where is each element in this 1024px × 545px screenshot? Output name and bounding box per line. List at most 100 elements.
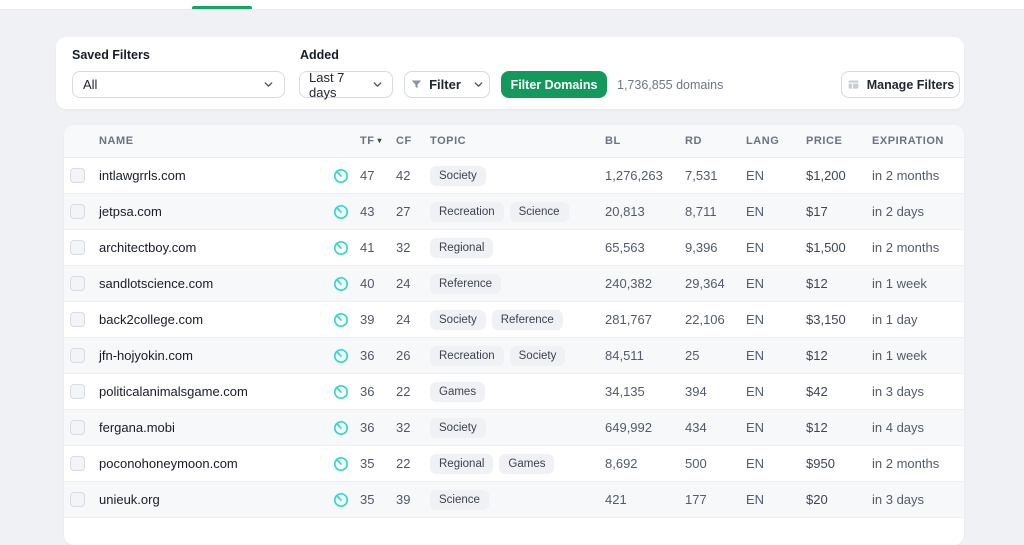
lang-value: EN (746, 384, 765, 399)
row-checkbox[interactable] (70, 384, 85, 399)
price-value: $20 (806, 492, 828, 507)
filters-toolbar: Saved Filters Added All Last 7 days Filt… (56, 37, 964, 109)
expiration-value: in 2 months (872, 168, 940, 183)
domain-name[interactable]: jetpsa.com (99, 204, 162, 219)
topic-tag: Society (430, 309, 486, 330)
domain-name[interactable]: back2college.com (99, 312, 204, 327)
column-header-lang[interactable]: LANG (746, 135, 780, 147)
saved-filters-select[interactable]: All (72, 71, 285, 98)
tf-value: 40 (360, 276, 375, 291)
cf-value: 32 (396, 240, 411, 255)
tf-value: 47 (360, 168, 375, 183)
trust-flow-gauge-icon (333, 492, 360, 508)
trust-flow-gauge-icon (333, 204, 360, 220)
row-checkbox[interactable] (70, 168, 85, 183)
funnel-icon (411, 80, 422, 89)
table-row: jetpsa.com 43 27 Recreation Science 20,81… (64, 194, 964, 230)
column-header-expiration[interactable]: EXPIRATION (872, 135, 944, 147)
lang-value: EN (746, 168, 765, 183)
table-row: sandlotscience.com 40 24 Reference 240,3… (64, 266, 964, 302)
topic-tag: Recreation (430, 345, 504, 366)
row-checkbox[interactable] (70, 420, 85, 435)
price-value: $12 (806, 420, 828, 435)
domain-name[interactable]: unieuk.org (99, 492, 160, 507)
topic-tags: Reference (430, 273, 605, 294)
domain-name[interactable]: sandlotscience.com (99, 276, 214, 291)
domain-name[interactable]: jfn-hojyokin.com (99, 348, 193, 363)
column-header-price[interactable]: PRICE (806, 135, 843, 147)
topic-tag: Reference (491, 309, 563, 330)
column-header-bl[interactable]: BL (605, 135, 621, 147)
trust-flow-gauge-icon (333, 276, 360, 292)
manage-filters-label: Manage Filters (866, 77, 955, 92)
row-checkbox[interactable] (70, 312, 85, 327)
trust-flow-gauge-icon (333, 420, 360, 436)
table-row: politicalanimalsgame.com 36 22 Games 34,… (64, 374, 964, 410)
sort-desc-icon: ▾ (377, 136, 383, 145)
expiration-value: in 1 day (872, 312, 918, 327)
added-value: Last 7 days (309, 69, 345, 100)
rd-value: 22,106 (685, 312, 725, 327)
trust-flow-gauge-icon (333, 312, 360, 328)
cf-value: 22 (396, 456, 411, 471)
row-checkbox[interactable] (70, 204, 85, 219)
lang-value: EN (746, 276, 765, 291)
topic-tag: Science (430, 489, 489, 510)
bl-value: 281,767 (605, 312, 652, 327)
column-header-tf[interactable]: TF ▾ (360, 135, 383, 147)
tf-value: 35 (360, 492, 375, 507)
row-checkbox[interactable] (70, 492, 85, 507)
trust-flow-gauge-icon (333, 384, 360, 400)
topic-tags: Recreation Society (430, 345, 605, 366)
top-tab-bar (0, 0, 1024, 10)
topic-tags: Regional (430, 237, 605, 258)
table-grid-icon (848, 80, 859, 89)
topic-tags: Science (430, 489, 605, 510)
cf-value: 42 (396, 168, 411, 183)
filter-domains-button[interactable]: Filter Domains (501, 71, 607, 98)
tf-value: 36 (360, 420, 375, 435)
row-checkbox[interactable] (70, 348, 85, 363)
expiration-value: in 3 days (872, 384, 925, 399)
topic-tag: Science (509, 201, 569, 222)
added-select[interactable]: Last 7 days (299, 69, 393, 100)
domain-name[interactable]: fergana.mobi (99, 420, 175, 435)
row-checkbox[interactable] (70, 240, 85, 255)
table-row: intlawgrrls.com 47 42 Society 1,276,263 … (64, 158, 964, 194)
row-checkbox[interactable] (70, 276, 85, 291)
bl-value: 34,135 (605, 384, 645, 399)
tf-value: 41 (360, 240, 375, 255)
filter-button-label: Filter (429, 77, 461, 92)
manage-filters-button[interactable]: Manage Filters (841, 71, 960, 98)
domains-count: 1,736,855 domains (617, 78, 724, 92)
column-header-name[interactable]: NAME (99, 135, 134, 147)
rd-value: 29,364 (685, 276, 725, 291)
domain-name[interactable]: politicalanimalsgame.com (99, 384, 248, 399)
filter-button[interactable]: Filter (404, 71, 490, 98)
tf-value: 35 (360, 456, 375, 471)
rd-value: 500 (685, 456, 707, 471)
lang-value: EN (746, 456, 765, 471)
trust-flow-gauge-icon (333, 348, 360, 364)
table-body: intlawgrrls.com 47 42 Society 1,276,263 … (64, 158, 964, 518)
domain-name[interactable]: poconohoneymoon.com (99, 456, 238, 471)
bl-value: 649,992 (605, 420, 652, 435)
row-checkbox[interactable] (70, 456, 85, 471)
saved-filters-label: Saved Filters (72, 48, 150, 62)
table-row: jfn-hojyokin.com 36 26 Recreation Society… (64, 338, 964, 374)
domain-name[interactable]: intlawgrrls.com (99, 168, 186, 183)
bl-value: 20,813 (605, 204, 645, 219)
added-label: Added (300, 48, 339, 62)
topic-tag: Recreation (430, 201, 504, 222)
rd-value: 434 (685, 420, 707, 435)
rd-value: 8,711 (685, 204, 717, 219)
column-header-cf[interactable]: CF (396, 135, 412, 147)
domain-name[interactable]: architectboy.com (99, 240, 197, 255)
price-value: $950 (806, 456, 835, 471)
chevron-down-icon (474, 82, 483, 87)
expiration-value: in 1 week (872, 348, 927, 363)
column-header-topic[interactable]: TOPIC (430, 135, 467, 147)
column-header-rd[interactable]: RD (685, 135, 702, 147)
price-value: $3,150 (806, 312, 846, 327)
expiration-value: in 2 months (872, 240, 940, 255)
